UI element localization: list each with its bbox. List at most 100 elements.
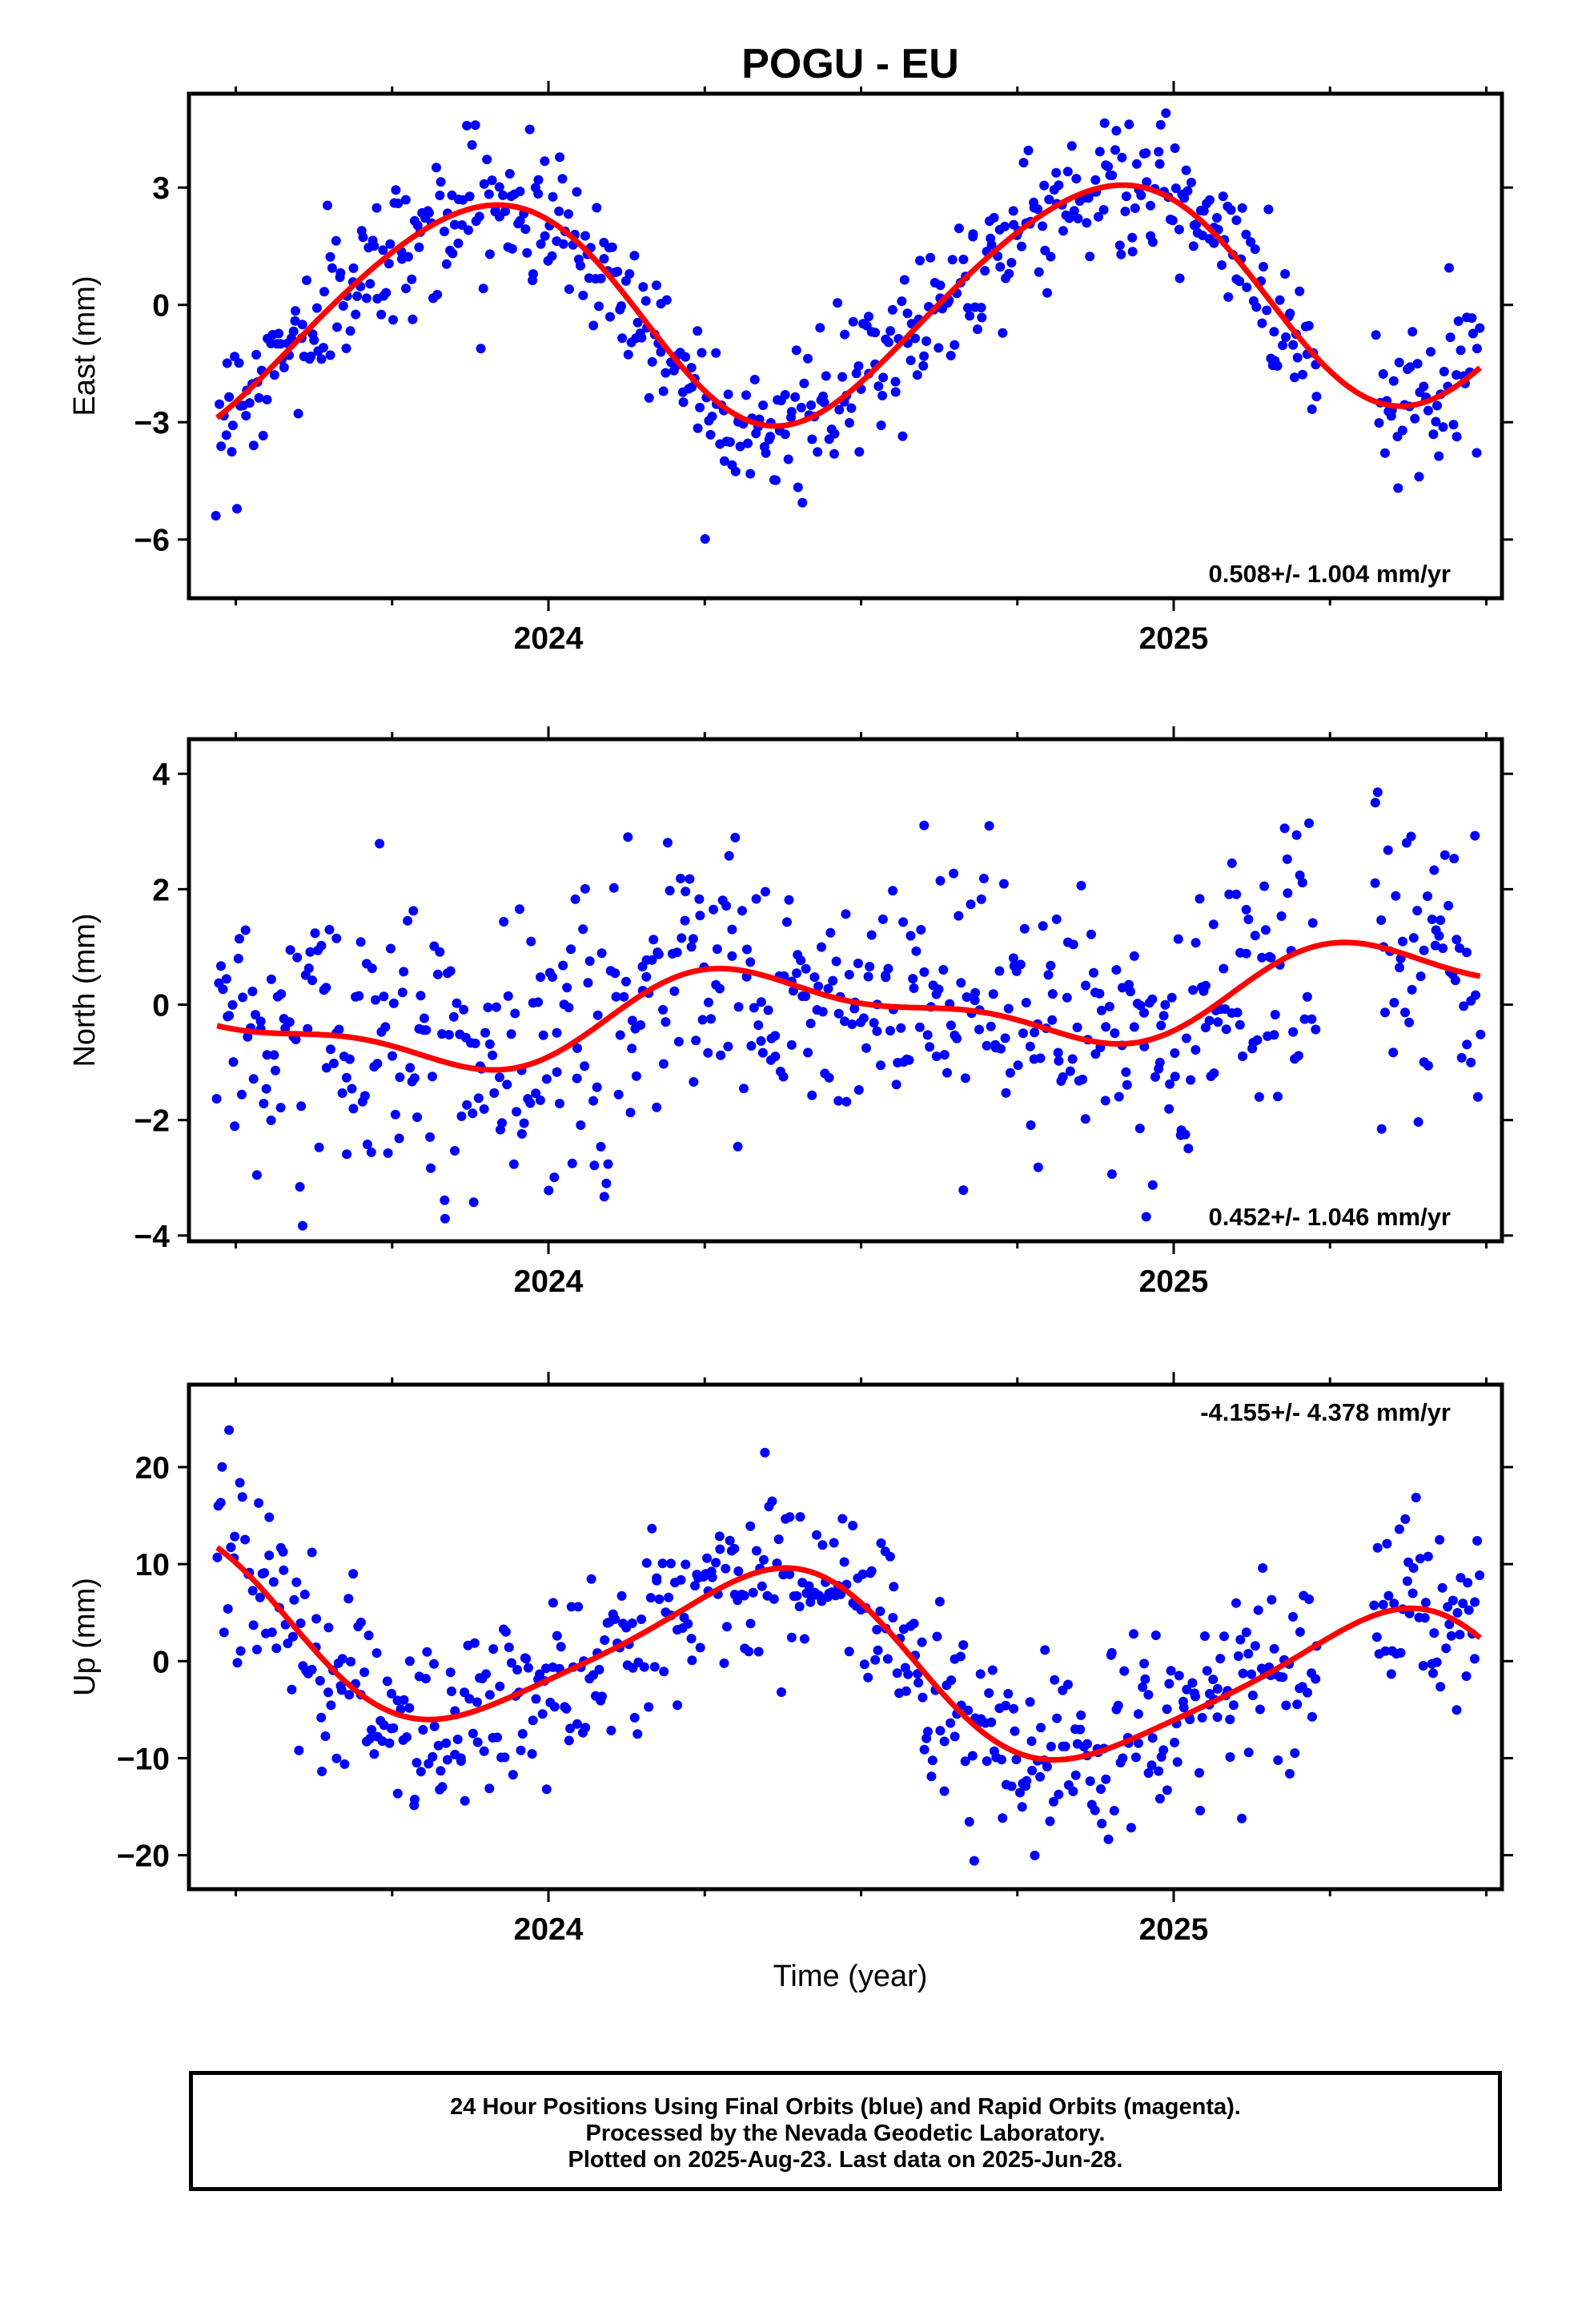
data-point <box>1408 933 1419 943</box>
data-point <box>763 1005 773 1015</box>
data-point <box>558 239 568 249</box>
data-point <box>934 984 944 995</box>
data-point <box>1060 1741 1070 1751</box>
data-point <box>1456 345 1466 356</box>
data-point <box>385 239 396 249</box>
data-point <box>649 1662 660 1672</box>
data-point <box>1134 1738 1143 1748</box>
data-point <box>1146 1760 1157 1771</box>
data-point <box>1030 1850 1040 1860</box>
data-point <box>1450 975 1460 986</box>
data-point <box>620 275 631 286</box>
data-point <box>1374 418 1384 428</box>
data-point <box>984 821 994 831</box>
data-point <box>841 909 851 919</box>
data-point <box>869 1018 879 1028</box>
data-point <box>470 1038 480 1048</box>
data-point <box>1406 831 1416 842</box>
data-point <box>1295 1626 1305 1637</box>
data-point <box>803 353 813 364</box>
data-point <box>498 190 508 200</box>
data-point <box>464 191 475 202</box>
data-point <box>617 333 628 344</box>
data-point <box>211 511 221 521</box>
data-point <box>782 917 792 927</box>
data-point <box>954 223 964 234</box>
data-point <box>287 1684 297 1695</box>
data-point <box>1025 1697 1035 1707</box>
data-point <box>1404 1017 1415 1027</box>
data-point <box>1009 1703 1019 1714</box>
data-point <box>519 1118 529 1128</box>
data-point <box>833 1096 844 1106</box>
data-point <box>955 1651 966 1662</box>
data-point <box>632 1729 643 1739</box>
data-point <box>230 1121 240 1132</box>
data-point <box>578 290 588 300</box>
data-point <box>1461 1671 1472 1681</box>
data-point <box>1414 472 1424 482</box>
data-point <box>644 392 654 403</box>
data-point <box>407 274 417 284</box>
data-point <box>694 894 705 904</box>
data-point <box>748 1587 758 1598</box>
data-point <box>336 1685 347 1695</box>
data-point <box>653 949 664 959</box>
data-point <box>1281 332 1291 342</box>
data-point <box>645 1593 656 1603</box>
data-point <box>1285 1768 1295 1779</box>
data-point <box>1068 939 1078 950</box>
data-point <box>1113 1700 1123 1711</box>
data-point <box>813 981 824 991</box>
data-point <box>472 1697 482 1707</box>
data-point <box>837 372 848 382</box>
data-point <box>1121 1067 1131 1077</box>
data-point <box>1233 1651 1243 1661</box>
data-point <box>908 974 918 984</box>
data-point <box>517 1729 528 1739</box>
data-point <box>611 991 621 1002</box>
data-point <box>785 1569 795 1579</box>
data-point <box>287 1631 298 1642</box>
data-point <box>1235 1634 1246 1645</box>
data-point <box>227 447 237 457</box>
data-point <box>1469 1654 1480 1664</box>
data-point <box>318 343 328 353</box>
data-point <box>310 928 320 939</box>
data-point <box>1241 229 1251 239</box>
data-point <box>1129 1022 1139 1032</box>
data-point <box>576 1120 586 1130</box>
data-point <box>673 1036 684 1047</box>
data-point <box>709 904 719 915</box>
data-point <box>621 976 631 987</box>
data-point <box>1419 945 1429 955</box>
data-point <box>264 1550 275 1561</box>
data-point <box>897 431 908 441</box>
data-point <box>1285 308 1295 319</box>
data-point <box>531 1694 541 1704</box>
fit-curve <box>215 182 1482 429</box>
data-point <box>548 191 558 202</box>
data-point <box>1259 262 1268 271</box>
data-point <box>1237 203 1247 213</box>
data-point <box>264 1512 275 1522</box>
data-point <box>1407 327 1418 337</box>
data-point <box>341 1072 351 1083</box>
data-point <box>408 906 419 916</box>
data-point <box>488 1644 499 1655</box>
x-tick-label: 2024 <box>514 1265 584 1299</box>
data-point <box>1432 400 1442 411</box>
data-point <box>1462 1039 1472 1050</box>
data-point <box>224 1425 235 1435</box>
data-point <box>888 886 898 896</box>
data-point <box>348 263 359 273</box>
data-point <box>1278 340 1288 351</box>
data-point <box>773 1534 784 1545</box>
data-point <box>1135 1000 1146 1011</box>
data-point <box>1430 940 1440 951</box>
data-point <box>275 1103 286 1113</box>
data-point <box>1110 145 1120 155</box>
data-point <box>922 1030 933 1040</box>
data-point <box>821 371 831 381</box>
data-point <box>1434 931 1444 941</box>
